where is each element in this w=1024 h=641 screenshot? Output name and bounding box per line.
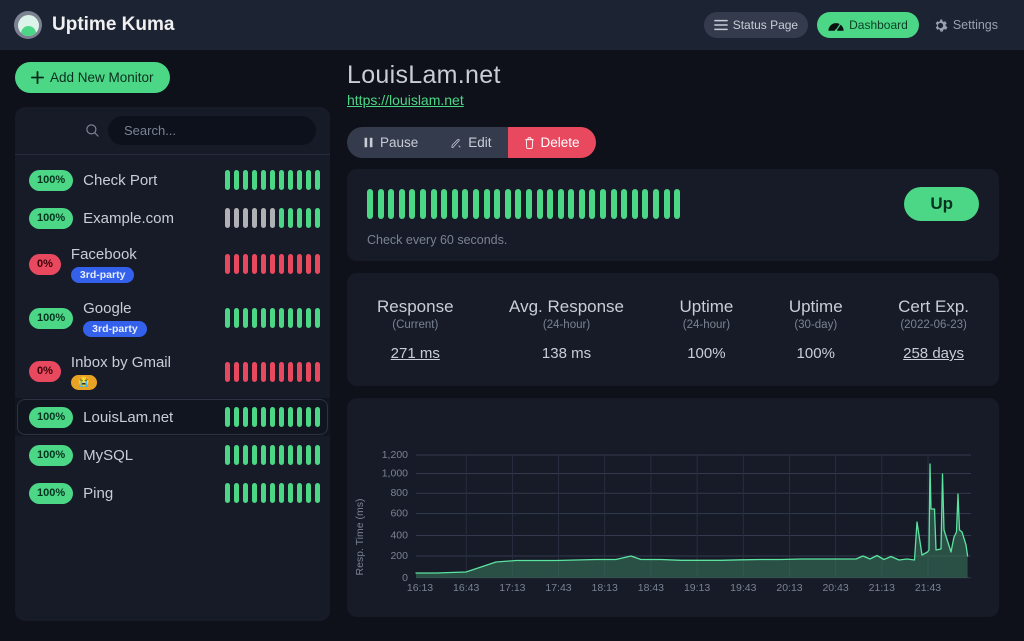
svg-text:17:13: 17:13 — [499, 582, 525, 594]
svg-text:400: 400 — [390, 530, 408, 542]
svg-text:20:13: 20:13 — [776, 582, 802, 594]
svg-text:21:13: 21:13 — [869, 582, 895, 594]
svg-text:800: 800 — [390, 487, 408, 499]
svg-text:18:13: 18:13 — [592, 582, 618, 594]
svg-text:600: 600 — [390, 508, 408, 520]
svg-text:16:43: 16:43 — [453, 582, 479, 594]
svg-text:20:43: 20:43 — [822, 582, 848, 594]
svg-text:18:43: 18:43 — [638, 582, 664, 594]
svg-text:16:13: 16:13 — [407, 582, 433, 594]
svg-text:17:43: 17:43 — [545, 582, 571, 594]
svg-text:200: 200 — [390, 550, 408, 562]
svg-text:Resp. Time (ms): Resp. Time (ms) — [354, 498, 366, 575]
svg-text:21:43: 21:43 — [915, 582, 941, 594]
svg-text:19:13: 19:13 — [684, 582, 710, 594]
svg-text:19:43: 19:43 — [730, 582, 756, 594]
svg-text:1,200: 1,200 — [382, 449, 408, 461]
svg-text:1,000: 1,000 — [382, 468, 408, 480]
